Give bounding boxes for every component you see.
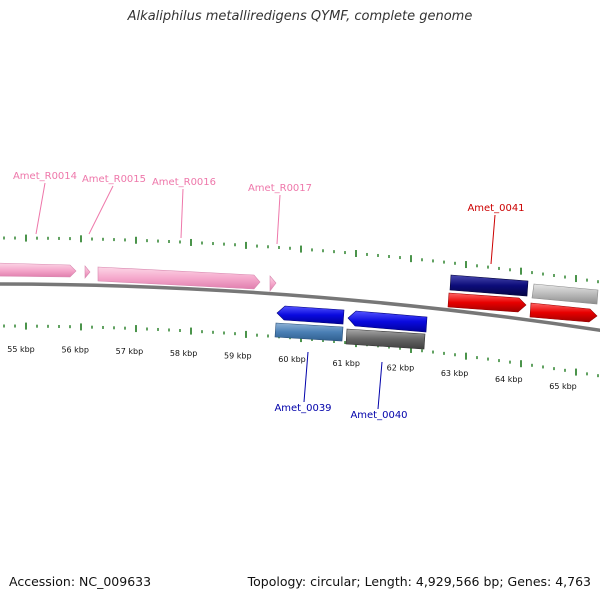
rrna-feature-track: [0, 262, 277, 292]
scale-label: 61 kbp: [332, 359, 360, 368]
genome-backbone: [0, 282, 600, 333]
feature-Amet_R0015[interactable]: [84, 265, 91, 279]
forward-cds-feature[interactable]: [447, 292, 527, 313]
scale-label: 57 kbp: [116, 347, 144, 356]
feature-Amet_R0017[interactable]: [269, 275, 277, 292]
label-Amet_0039: Amet_0039: [274, 403, 331, 414]
scale-label: 55 kbp: [7, 345, 35, 354]
scale-label: 62 kbp: [387, 364, 415, 373]
feature-Amet_R0014[interactable]: [0, 262, 77, 278]
map-title: Alkaliphilus metalliredigens QYMF, compl…: [127, 9, 473, 24]
feature-labels: Amet_R0014 Amet_R0015 Amet_R0016 Amet_R0…: [13, 171, 525, 421]
feature-Amet_0039[interactable]: [276, 305, 345, 325]
label-Amet_0041: Amet_0041: [467, 203, 524, 214]
forward-cds-feature[interactable]: [529, 302, 598, 323]
forward-cds-track: [447, 274, 599, 323]
reverse-cds-track: [274, 305, 428, 350]
feature-Amet_0041[interactable]: [449, 274, 529, 297]
reverse-cds-feature[interactable]: [274, 322, 344, 342]
scale-label: 56 kbp: [61, 346, 89, 355]
feature-Amet_R0016[interactable]: [97, 266, 261, 290]
scale-label: 60 kbp: [278, 355, 306, 364]
label-Amet_R0016: Amet_R0016: [152, 177, 216, 188]
scale-labels: 55 kbp 56 kbp 57 kbp 58 kbp 59 kbp 60 kbp 61 k…: [7, 345, 577, 391]
feature-Amet_0040[interactable]: [347, 310, 428, 333]
scale-label: 58 kbp: [170, 349, 198, 358]
scale-label: 65 kbp: [549, 382, 577, 391]
accession-text: Accession: NC_009633: [9, 574, 152, 589]
label-Amet_R0015: Amet_R0015: [82, 174, 146, 185]
label-Amet_R0014: Amet_R0014: [13, 171, 77, 182]
reverse-cds-feature[interactable]: [345, 328, 426, 350]
scale-label: 64 kbp: [495, 375, 523, 384]
outer-tick-track: [3, 234, 599, 284]
scale-label: 63 kbp: [441, 369, 469, 378]
label-Amet_R0017: Amet_R0017: [248, 183, 312, 194]
genome-summary-text: Topology: circular; Length: 4,929,566 bp…: [247, 574, 591, 589]
scale-label: 59 kbp: [224, 352, 252, 361]
label-Amet_0040: Amet_0040: [350, 410, 407, 421]
label-leaders: [35, 182, 496, 410]
forward-cds-feature[interactable]: [531, 283, 599, 305]
